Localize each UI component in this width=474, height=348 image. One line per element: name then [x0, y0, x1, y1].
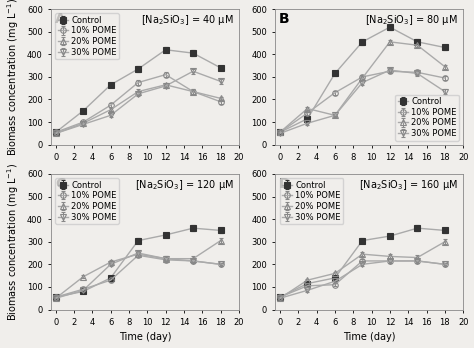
Legend: Control, 10% POME, 20% POME, 30% POME: Control, 10% POME, 20% POME, 30% POME: [280, 178, 343, 224]
Text: [Na$_2$SiO$_3$] = 120 μM: [Na$_2$SiO$_3$] = 120 μM: [135, 178, 233, 192]
Text: [Na$_2$SiO$_3$] = 160 μM: [Na$_2$SiO$_3$] = 160 μM: [359, 178, 457, 192]
Legend: Control, 10% POME, 20% POME, 30% POME: Control, 10% POME, 20% POME, 30% POME: [55, 13, 119, 59]
X-axis label: Time (day): Time (day): [119, 332, 171, 342]
Text: [Na$_2$SiO$_3$] = 80 μM: [Na$_2$SiO$_3$] = 80 μM: [365, 13, 457, 27]
Text: B: B: [279, 12, 290, 26]
Legend: Control, 10% POME, 20% POME, 30% POME: Control, 10% POME, 20% POME, 30% POME: [395, 95, 459, 141]
Y-axis label: Biomass concentration (mg L$^{-1}$): Biomass concentration (mg L$^{-1}$): [6, 163, 21, 321]
Text: A: A: [55, 12, 65, 26]
Y-axis label: Biomass concentration (mg L$^{-1}$): Biomass concentration (mg L$^{-1}$): [6, 0, 21, 156]
Text: D: D: [279, 176, 291, 191]
Text: C: C: [55, 176, 65, 191]
X-axis label: Time (day): Time (day): [343, 332, 395, 342]
Legend: Control, 10% POME, 20% POME, 30% POME: Control, 10% POME, 20% POME, 30% POME: [55, 178, 119, 224]
Text: [Na$_2$SiO$_3$] = 40 μM: [Na$_2$SiO$_3$] = 40 μM: [141, 13, 233, 27]
